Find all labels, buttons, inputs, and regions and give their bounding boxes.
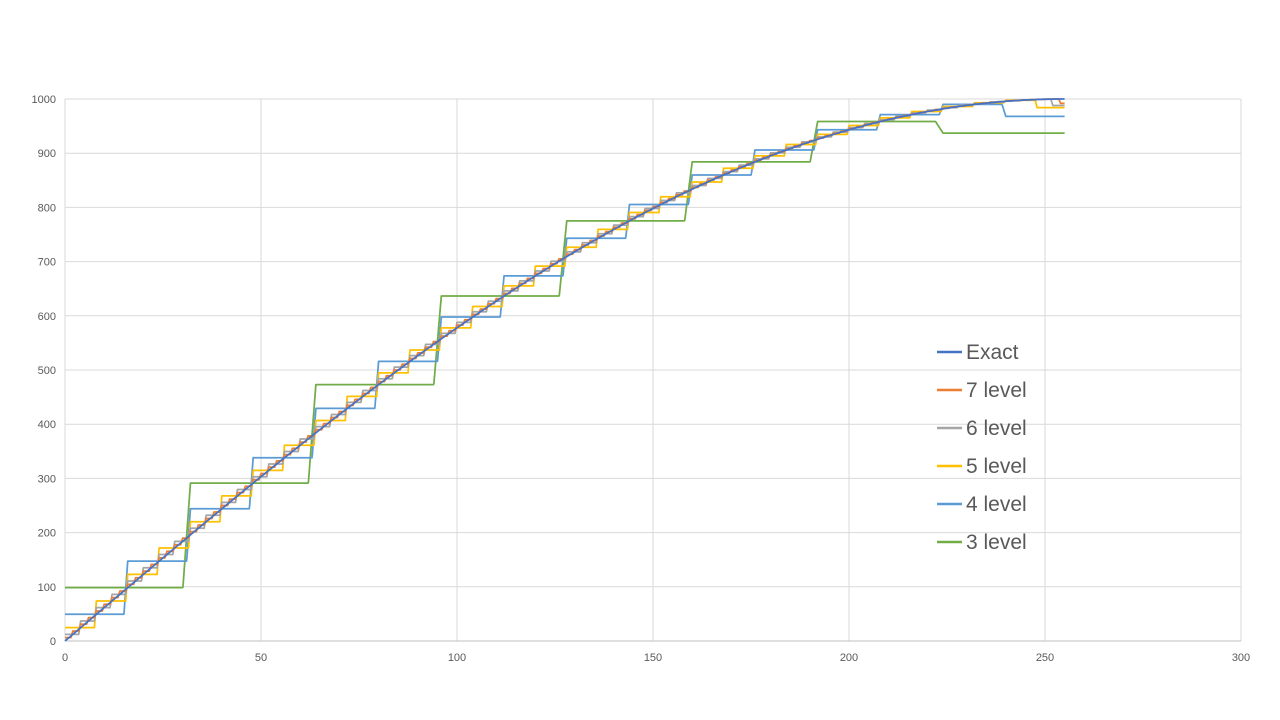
legend-label: 3 level (966, 531, 1027, 554)
y-tick-label: 300 (38, 473, 56, 485)
y-tick-label: 900 (38, 148, 56, 160)
series-line-4-level (64, 103, 1066, 616)
y-tick-label: 700 (38, 257, 56, 269)
x-tick-label: 200 (840, 652, 858, 664)
x-tick-label: 50 (255, 652, 267, 664)
y-tick-label: 400 (38, 419, 56, 431)
series-line-7-level (64, 98, 1066, 639)
axes: 0 100 200 300 400 500 600 700 800 900 1000 0 50 100 15… (32, 94, 1251, 664)
series-line-5-level (64, 99, 1066, 629)
legend-label: 4 level (966, 493, 1027, 516)
x-tick-label: 250 (1036, 652, 1054, 664)
y-tick-label: 1000 (32, 94, 56, 106)
y-tick-label: 800 (38, 202, 56, 214)
y-tick-label: 200 (38, 528, 56, 540)
x-tick-label: 0 (62, 652, 68, 664)
series-lines (64, 98, 1066, 642)
legend-item: Exact (937, 341, 1019, 364)
x-tick-label: 150 (644, 652, 662, 664)
y-tick-label: 600 (38, 311, 56, 323)
series-line-exact (64, 98, 1065, 642)
y-tick-label: 100 (38, 582, 56, 594)
legend-label: 5 level (966, 455, 1027, 478)
x-tick-label: 100 (448, 652, 466, 664)
legend-label: 6 level (966, 417, 1027, 440)
legend-label: 7 level (966, 379, 1027, 402)
y-tick-label: 0 (50, 636, 56, 648)
legend: Exact 7 level 6 level 5 level 4 level 3 level (937, 341, 1027, 554)
y-tick-label: 500 (38, 365, 56, 377)
legend-item: 4 level (937, 493, 1027, 516)
series-line-6-level (64, 98, 1066, 636)
series-line-3-level (64, 120, 1066, 589)
legend-item: 6 level (937, 417, 1027, 440)
legend-label: Exact (966, 341, 1019, 364)
legend-item: 5 level (937, 455, 1027, 478)
x-tick-label: 300 (1232, 652, 1250, 664)
legend-item: 3 level (937, 531, 1027, 554)
legend-item: 7 level (937, 379, 1027, 402)
grid-lines (64, 98, 1242, 642)
